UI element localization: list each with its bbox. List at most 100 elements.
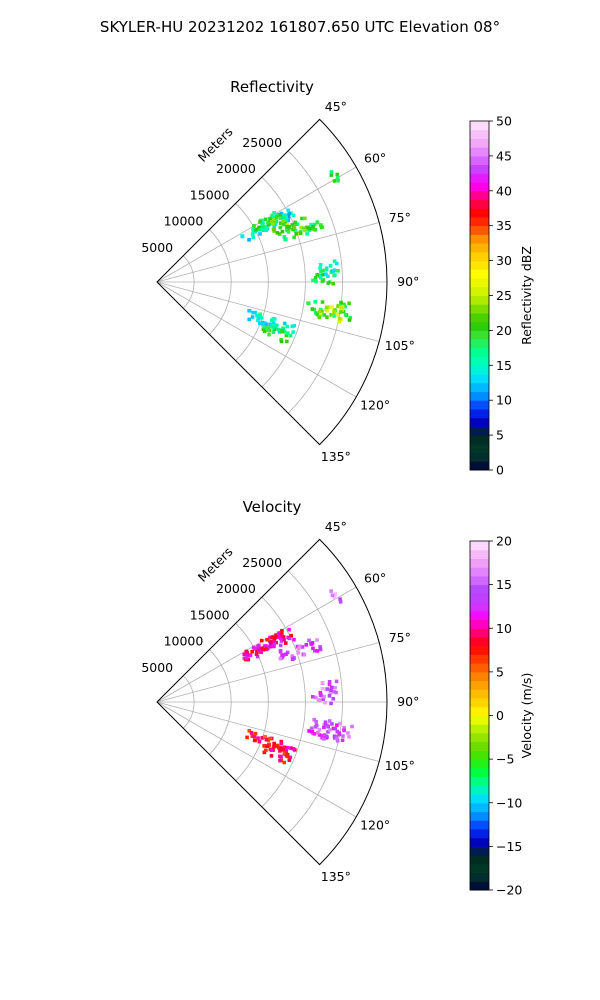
echo-cell — [336, 269, 340, 273]
echo-cell — [312, 649, 317, 653]
echo-cell — [302, 228, 307, 233]
echo-cell — [316, 313, 321, 317]
echo-cell — [331, 726, 336, 731]
echo-cell — [268, 322, 272, 327]
echo-cell — [250, 649, 254, 654]
echo-cell — [293, 228, 298, 233]
echo-cell — [293, 220, 297, 225]
echo-cell — [292, 656, 296, 660]
colorbar-segment — [470, 435, 489, 445]
echo-cell — [255, 313, 259, 318]
colorbar: 0 5 10 15 20 25 30 35 40 45 50 Reflectivity dBZ — [469, 114, 534, 478]
echo-cell — [256, 736, 260, 740]
azimuth-gridline — [156, 586, 357, 703]
colorbar-segment — [470, 330, 489, 340]
echo-cell — [279, 339, 284, 344]
colorbar-segment — [470, 164, 489, 174]
colorbar-tick-label: 10 — [496, 393, 512, 408]
echo-cell — [282, 745, 287, 750]
echo-cell — [281, 326, 285, 331]
echo-cell — [321, 268, 325, 273]
echo-cell — [332, 690, 336, 694]
azimuth-tick-label: 75° — [389, 210, 411, 225]
colorbar-segment — [470, 610, 489, 621]
echo-cell — [252, 224, 256, 228]
echo-cell — [261, 322, 265, 327]
echo-cell — [346, 731, 350, 735]
echo-cell — [287, 224, 291, 229]
colorbar-segment — [470, 671, 489, 682]
echo-cell — [334, 261, 339, 266]
colorbar-segment — [470, 628, 489, 638]
colorbar-segment — [470, 260, 489, 270]
colorbar-segment — [470, 121, 489, 131]
echo-cell — [288, 333, 293, 338]
echo-cell — [320, 686, 325, 691]
echo-cell — [292, 235, 296, 240]
echo-cell — [342, 728, 346, 733]
echo-cell — [313, 276, 318, 280]
echo-cell — [247, 317, 251, 322]
colorbar-tick-label: −20 — [496, 883, 522, 898]
azimuth-gridline — [156, 281, 380, 342]
echo-cell — [327, 682, 332, 687]
echo-cell — [262, 750, 267, 755]
figure-title: SKYLER-HU 20231202 161807.650 UTC Elevat… — [100, 18, 500, 36]
echo-cell — [277, 634, 282, 638]
echo-cell — [329, 688, 333, 693]
echo-cell — [264, 737, 269, 742]
colorbar-segment — [470, 558, 489, 568]
echo-cell — [330, 722, 334, 726]
echo-cell — [324, 267, 329, 272]
echo-cell — [278, 216, 283, 221]
azimuth-tick-label: 105° — [385, 338, 415, 353]
echo-cell — [337, 319, 342, 324]
echo-cell — [288, 755, 293, 760]
colorbar-tick-label: 35 — [496, 218, 512, 233]
echo-cell — [321, 697, 325, 701]
colorbar-tick-label: 50 — [496, 114, 512, 129]
echo-cell — [258, 232, 262, 236]
azimuth-tick-label: 135° — [321, 869, 351, 884]
echo-cell — [269, 748, 274, 752]
colorbar-segment — [470, 645, 489, 655]
echo-cell — [252, 734, 257, 739]
echo-cell — [299, 225, 304, 230]
echo-cell — [338, 310, 343, 314]
echo-cell — [278, 221, 283, 225]
echo-cell — [244, 656, 249, 660]
echo-cell — [340, 738, 345, 743]
colorbar-segment — [470, 356, 489, 366]
colorbar-segment — [470, 828, 489, 839]
azimuth-tick-label: 45° — [325, 519, 347, 534]
echo-cell — [272, 644, 276, 649]
echo-cell — [283, 213, 288, 218]
azimuth-tick-label: 120° — [360, 818, 390, 833]
echo-cell — [317, 733, 322, 737]
colorbar-segment — [470, 802, 489, 812]
echo-cell — [264, 228, 268, 233]
echo-cell — [282, 222, 286, 227]
echo-cell — [312, 222, 317, 227]
echo-cell — [264, 644, 268, 648]
echo-cell — [347, 735, 351, 739]
echo-cell — [282, 752, 287, 756]
echo-cell — [339, 300, 343, 305]
colorbar-segment — [470, 286, 489, 296]
echo-cell — [313, 725, 318, 729]
range-axis-label: Meters — [195, 124, 236, 165]
echo-cell — [278, 758, 282, 763]
echo-cell — [312, 717, 317, 722]
echo-cell — [245, 735, 249, 740]
echo-cell — [311, 694, 315, 699]
echo-cell — [318, 266, 322, 271]
sector-outline — [156, 118, 388, 446]
azimuth-tick-label: 75° — [389, 630, 411, 645]
echo-cell — [272, 210, 276, 215]
azimuth-gridline — [156, 222, 380, 283]
echo-cell — [271, 215, 275, 219]
echo-cell — [256, 644, 260, 649]
echo-cell — [315, 638, 319, 642]
echo-cell — [264, 748, 268, 753]
